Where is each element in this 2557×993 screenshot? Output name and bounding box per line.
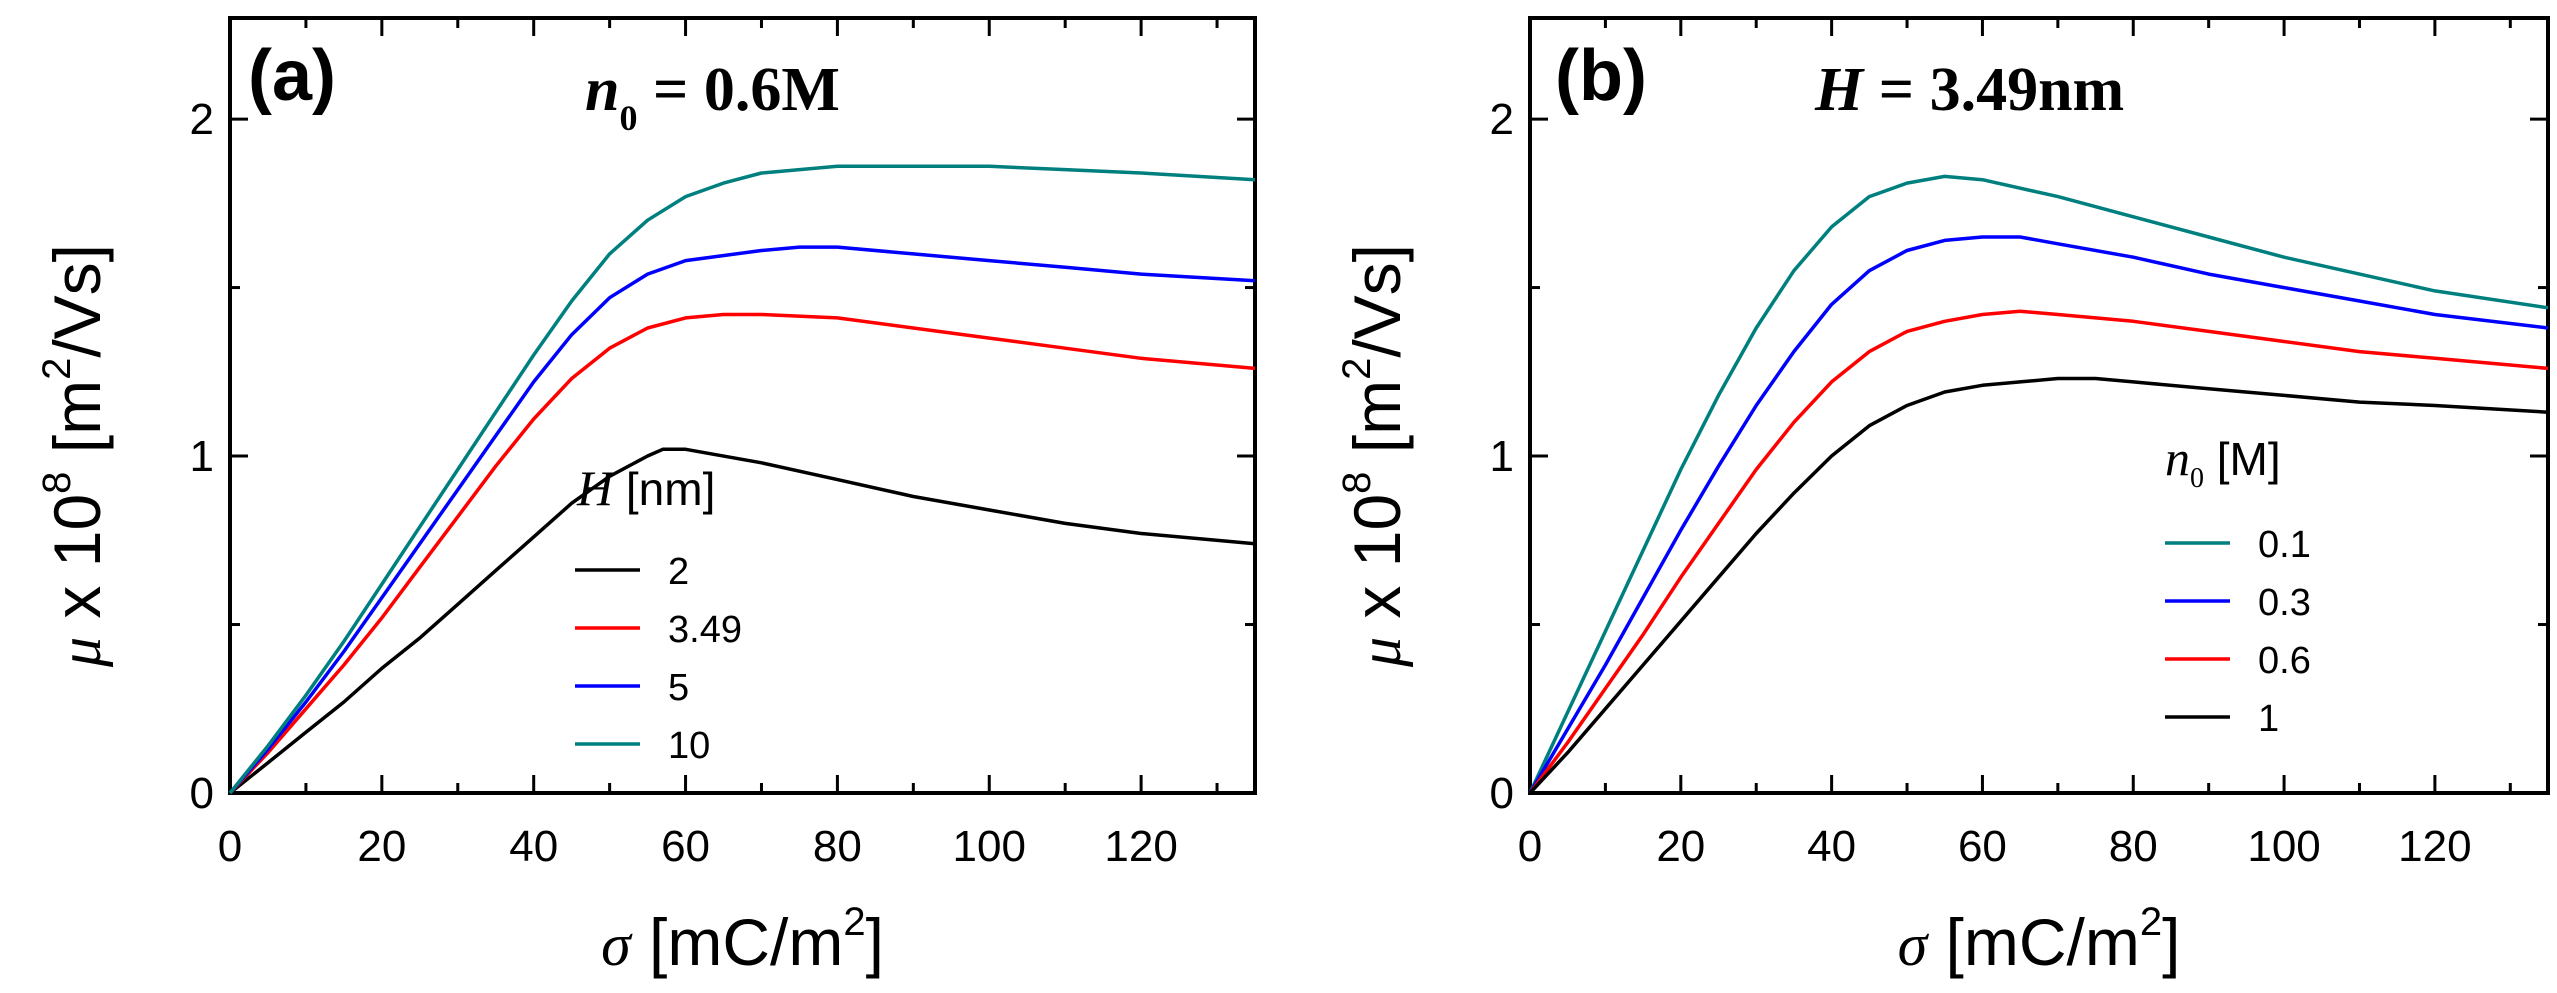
legend: n0 [M] 0.1 0.3 0.6 1 — [2165, 430, 2311, 740]
y-tick-label: 2 — [1490, 95, 1514, 144]
parameter-annotation: n0 = 0.6M — [585, 56, 840, 138]
x-axis-unit-end: ] — [2162, 905, 2180, 979]
legend-item: 2 — [575, 551, 689, 593]
y-axis-unit-sup: 2 — [35, 358, 79, 380]
y-axis-label: μ x 108 [m2/Vs] — [35, 244, 114, 668]
series-line-0-3 — [1528, 235, 2549, 794]
y-tick-label: 2 — [190, 95, 214, 144]
x-axis-unit-sup: 2 — [2140, 900, 2162, 944]
series-line-0-1 — [1528, 174, 2549, 794]
legend-title-unit: [nm] — [613, 463, 715, 515]
series-line-1 — [1528, 376, 2549, 795]
y-axis-symbol: μ — [47, 637, 113, 668]
series-line-3-49 — [228, 312, 1256, 795]
x-axis-label: σ [mC/m2] — [601, 900, 884, 979]
legend-label: 2 — [668, 551, 689, 593]
legend-label: 1 — [2258, 698, 2279, 740]
x-tick-label: 60 — [1958, 822, 2007, 871]
x-tick-label: 0 — [218, 822, 242, 871]
legend-item: 0.1 — [2165, 524, 2311, 566]
x-tick-label: 100 — [953, 822, 1026, 871]
y-axis-unit-end: /Vs] — [1340, 244, 1414, 358]
y-axis-exponent: 8 — [1335, 472, 1379, 494]
x-tick-label: 80 — [2109, 822, 2158, 871]
x-tick-label: 40 — [509, 822, 558, 871]
annotation-value: = 3.49nm — [1863, 56, 2124, 124]
x-axis-label: σ [mC/m2] — [1898, 900, 2181, 979]
x-tick-label: 40 — [1807, 822, 1856, 871]
y-axis-unit-end: /Vs] — [40, 244, 114, 358]
series-line-10 — [228, 164, 1256, 795]
panel-label: (a) — [248, 36, 336, 116]
legend-label: 0.1 — [2258, 524, 2311, 566]
x-tick-label: 80 — [813, 822, 862, 871]
x-tick-label: 20 — [1656, 822, 1705, 871]
x-tick-label: 120 — [2398, 822, 2471, 871]
legend-item: 0.3 — [2165, 582, 2311, 624]
legend-title: H [nm] — [576, 460, 715, 516]
parameter-annotation: H = 3.49nm — [1814, 56, 2124, 124]
x-axis-symbol: σ — [601, 912, 633, 978]
legend-label: 0.3 — [2258, 582, 2311, 624]
y-tick-label: 1 — [1490, 432, 1514, 481]
annotation-symbol: H — [1814, 56, 1865, 124]
x-tick-label: 60 — [661, 822, 710, 871]
y-axis-unit: [m — [1340, 380, 1414, 472]
y-tick-label: 0 — [1490, 769, 1514, 818]
x-axis-symbol: σ — [1898, 912, 1930, 978]
series-line-2 — [228, 447, 1256, 795]
legend-item: 10 — [575, 725, 710, 767]
annotation-subscript: 0 — [619, 98, 637, 138]
y-axis-text: x 10 — [40, 494, 114, 637]
y-axis-label: μ x 108 [m2/Vs] — [1335, 244, 1414, 668]
x-axis-unit: [mC/m — [631, 905, 844, 979]
series-line-5 — [228, 245, 1256, 795]
legend-item: 1 — [2165, 698, 2279, 740]
x-axis-unit-end: ] — [866, 905, 884, 979]
y-axis-unit-sup: 2 — [1335, 358, 1379, 380]
legend-title-subscript: 0 — [2190, 463, 2204, 494]
legend-item: 3.49 — [575, 609, 742, 651]
legend-label: 3.49 — [668, 609, 742, 651]
x-tick-label: 20 — [357, 822, 406, 871]
legend-title: n0 [M] — [2165, 430, 2281, 494]
legend-label: 5 — [668, 667, 689, 709]
y-tick-label: 1 — [190, 432, 214, 481]
y-tick-label: 0 — [190, 769, 214, 818]
legend-title-unit: [M] — [2204, 433, 2281, 485]
legend-label: 0.6 — [2258, 640, 2311, 682]
x-axis-unit-sup: 2 — [843, 900, 865, 944]
series-line-0-6 — [1528, 309, 2549, 795]
legend-item: 0.6 — [2165, 640, 2311, 682]
annotation-symbol: n — [585, 56, 619, 124]
x-tick-label: 120 — [1104, 822, 1177, 871]
legend-title-symbol: n — [2165, 430, 2190, 486]
y-axis-exponent: 8 — [35, 472, 79, 494]
x-axis-unit: [mC/m — [1927, 905, 2140, 979]
plot-frame — [1528, 16, 2550, 795]
y-axis-text: x 10 — [1340, 494, 1414, 637]
y-axis-unit: [m — [40, 380, 114, 472]
legend-label: 10 — [668, 725, 710, 767]
plot-frame — [228, 16, 1257, 795]
annotation-value: = 0.6M — [637, 56, 839, 124]
legend: H [nm] 2 3.49 5 10 — [575, 460, 742, 767]
legend-item: 5 — [575, 667, 689, 709]
x-tick-label: 100 — [2247, 822, 2320, 871]
legend-title-symbol: H — [576, 460, 616, 516]
x-tick-label: 0 — [1518, 822, 1542, 871]
panel-label: (b) — [1555, 36, 1647, 116]
y-axis-symbol: μ — [1347, 637, 1413, 668]
